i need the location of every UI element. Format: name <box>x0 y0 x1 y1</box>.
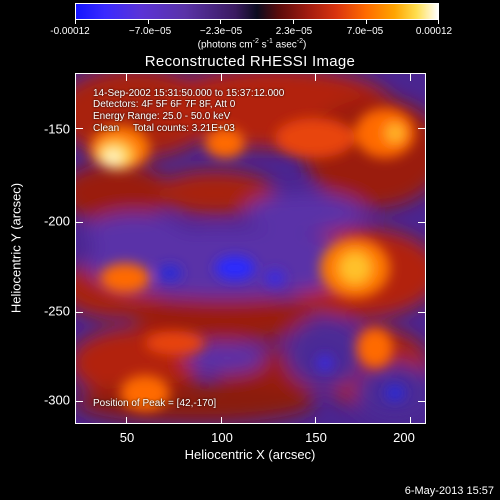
colorbar-tick <box>148 20 149 24</box>
colorbar-tick <box>366 20 367 24</box>
colorbar-tick-label: −2.3e−05 <box>199 26 243 37</box>
x-tick-label: 150 <box>305 430 327 445</box>
y-axis-title: Heliocentric Y (arcsec) <box>8 182 24 314</box>
image-map <box>75 73 426 424</box>
plot-title: Reconstructed RHESSI Image <box>144 53 356 70</box>
colorbar-tick <box>220 20 221 24</box>
colorbar-tick-label: -0.00012 <box>50 26 90 37</box>
y-tick-label: -300 <box>43 392 70 408</box>
x-tick <box>315 74 316 81</box>
energy-range-label: Energy Range: 25.0 - 50.0 keV <box>93 111 231 122</box>
x-tick <box>221 74 222 81</box>
x-tick <box>315 417 316 424</box>
colorbar-tick-label: 0.00012 <box>415 26 453 37</box>
colorbar-units: (photons cm-2 s-1 asec-2) <box>197 38 307 51</box>
y-tick-label: -250 <box>43 303 70 319</box>
x-tick <box>410 417 411 424</box>
y-tick <box>418 222 425 223</box>
time-range-label: 14-Sep-2002 15:31:50.000 to 15:37:12.000 <box>93 88 285 99</box>
x-tick-label: 200 <box>393 430 415 445</box>
y-tick <box>76 128 83 129</box>
colorbar-tick-label: 2.3e−05 <box>275 26 313 37</box>
y-tick-label: -200 <box>43 213 70 229</box>
colorbar-tick-label: 7.0e−05 <box>346 26 384 37</box>
colorbar-tick <box>293 20 294 24</box>
y-tick <box>418 128 425 129</box>
y-tick <box>418 401 425 402</box>
colorbar <box>75 3 439 20</box>
peak-position-label: Position of Peak = [42,-170] <box>93 398 217 409</box>
x-tick <box>126 417 127 424</box>
y-tick <box>76 312 83 313</box>
image-area <box>75 73 426 424</box>
x-tick-label: 100 <box>211 430 233 445</box>
y-tick <box>418 312 425 313</box>
x-tick <box>410 74 411 81</box>
x-tick <box>126 74 127 81</box>
y-tick <box>76 222 83 223</box>
colorbar-tick-label: −7.0e−05 <box>128 26 172 37</box>
detectors-label: Detectors: 4F 5F 6F 7F 8F, Att 0 <box>93 99 236 110</box>
x-tick <box>221 417 222 424</box>
x-tick-label: 50 <box>119 430 135 445</box>
colorbar-tick <box>438 20 439 24</box>
x-axis-title: Heliocentric X (arcsec) <box>184 447 316 462</box>
footer-date: 6-May-2013 15:57 <box>404 485 494 497</box>
y-tick <box>76 401 83 402</box>
y-tick-label: -150 <box>43 121 70 137</box>
colorbar-tick <box>75 20 76 24</box>
clean-counts-label: Clean Total counts: 3.21E+03 <box>93 123 235 134</box>
